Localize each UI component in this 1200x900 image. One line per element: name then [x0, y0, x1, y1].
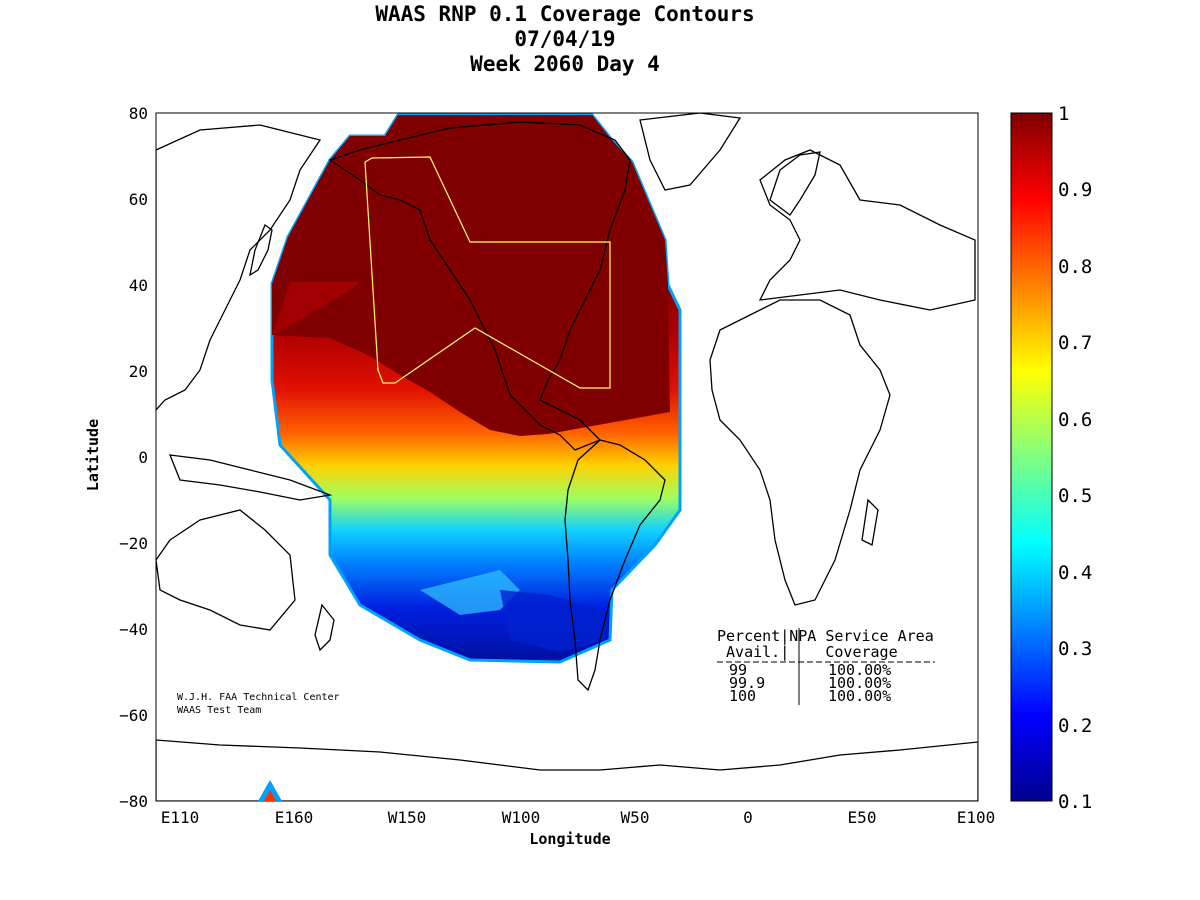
table-coverage-2: 100.00% [828, 687, 891, 705]
table-header-1: Percent|NPA Service Area [717, 627, 934, 645]
map-title-line-1: WAAS RNP 0.1 Coverage Contours [375, 2, 755, 26]
y-tick-label: 0 [138, 448, 148, 467]
colorbar-tick-label: 0.7 [1058, 332, 1092, 354]
x-axis-title: Longitude [529, 830, 610, 848]
coastlines [156, 113, 978, 801]
x-tick-label: E110 [161, 808, 200, 827]
x-tick-label: E160 [275, 808, 314, 827]
colorbar-tick-label: 0.5 [1058, 485, 1092, 507]
x-tick-label: W150 [388, 808, 427, 827]
y-tick-label: 80 [129, 104, 148, 123]
coverage-contours [270, 113, 682, 664]
coverage-table: Percent|NPA Service Area Avail.| Coverag… [717, 627, 935, 705]
x-tick-label: W100 [502, 808, 541, 827]
credit-line-2: WAAS Test Team [177, 705, 261, 716]
y-axis-title: Latitude [84, 419, 102, 491]
colorbar [1010, 112, 1053, 802]
colorbar-tick-label: 0.3 [1058, 638, 1092, 660]
map-title-line-3: Week 2060 Day 4 [470, 52, 660, 76]
table-avail-1: 99.9 [729, 674, 765, 692]
npa-service-area-outline [364, 156, 611, 389]
y-tick-label: −40 [119, 620, 148, 639]
credit-line-1: W.J.H. FAA Technical Center [177, 692, 340, 703]
y-tick-label: 60 [129, 190, 148, 209]
colorbar-tick-label: 0.2 [1058, 715, 1092, 737]
y-axis: 80 60 40 20 0 −20 −40 −60 −80 [119, 104, 148, 811]
colorbar-tick-label: 0.8 [1058, 256, 1092, 278]
y-tick-label: 40 [129, 276, 148, 295]
table-coverage-0: 100.00% [828, 661, 891, 679]
colorbar-tick-label: 1 [1058, 103, 1069, 125]
colorbar-tick-label: 0.1 [1058, 791, 1092, 813]
x-axis: E110 E160 W150 W100 W50 0 E50 E100 [161, 808, 996, 827]
coverage-artifact-core [264, 790, 276, 801]
table-avail-0: 99 [729, 661, 747, 679]
y-tick-label: −80 [119, 792, 148, 811]
x-tick-label: 0 [743, 808, 753, 827]
x-tick-label: E100 [957, 808, 996, 827]
table-coverage-1: 100.00% [828, 674, 891, 692]
x-tick-label: W50 [621, 808, 650, 827]
table-header-2: Avail.| Coverage [717, 643, 898, 661]
y-tick-label: 20 [129, 362, 148, 381]
y-tick-label: −60 [119, 706, 148, 725]
map-title-line-2: 07/04/19 [514, 27, 616, 51]
y-tick-label: −20 [119, 534, 148, 553]
colorbar-ticks: 1 0.9 0.8 0.7 0.6 0.5 0.4 0.3 0.2 0.1 [1058, 103, 1092, 813]
table-avail-2: 100 [729, 687, 756, 705]
colorbar-tick-label: 0.6 [1058, 409, 1092, 431]
x-tick-label: E50 [848, 808, 877, 827]
colorbar-tick-label: 0.9 [1058, 179, 1092, 201]
colorbar-tick-label: 0.4 [1058, 562, 1092, 584]
